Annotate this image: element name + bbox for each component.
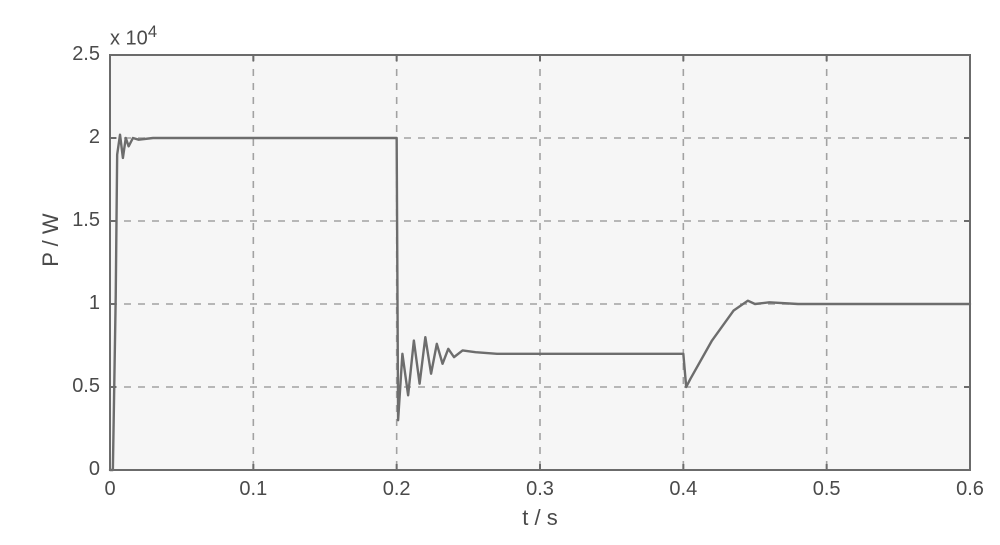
ytick-label: 2.5 [52, 43, 100, 66]
xtick-label: 0.2 [367, 478, 427, 501]
x-axis-label: t / s [490, 505, 590, 531]
y-axis-label-text: P / W [38, 213, 63, 266]
chart-figure: x 104 00.511.522.5 00.10.20.30.40.50.6 P… [0, 0, 1000, 545]
y-exponent-base: x 10 [110, 28, 148, 50]
y-axis-label: P / W [38, 180, 64, 300]
xtick-label: 0.5 [797, 478, 857, 501]
xtick-label: 0.6 [940, 478, 1000, 501]
xtick-label: 0.3 [510, 478, 570, 501]
y-exponent: x 104 [110, 22, 157, 51]
ytick-label: 2 [52, 126, 100, 149]
xtick-label: 0 [80, 478, 140, 501]
y-exponent-sup: 4 [148, 22, 157, 41]
xtick-label: 0.1 [223, 478, 283, 501]
ytick-label: 0.5 [52, 375, 100, 398]
chart-svg [0, 0, 1000, 545]
xtick-label: 0.4 [653, 478, 713, 501]
x-axis-label-text: t / s [522, 505, 557, 530]
